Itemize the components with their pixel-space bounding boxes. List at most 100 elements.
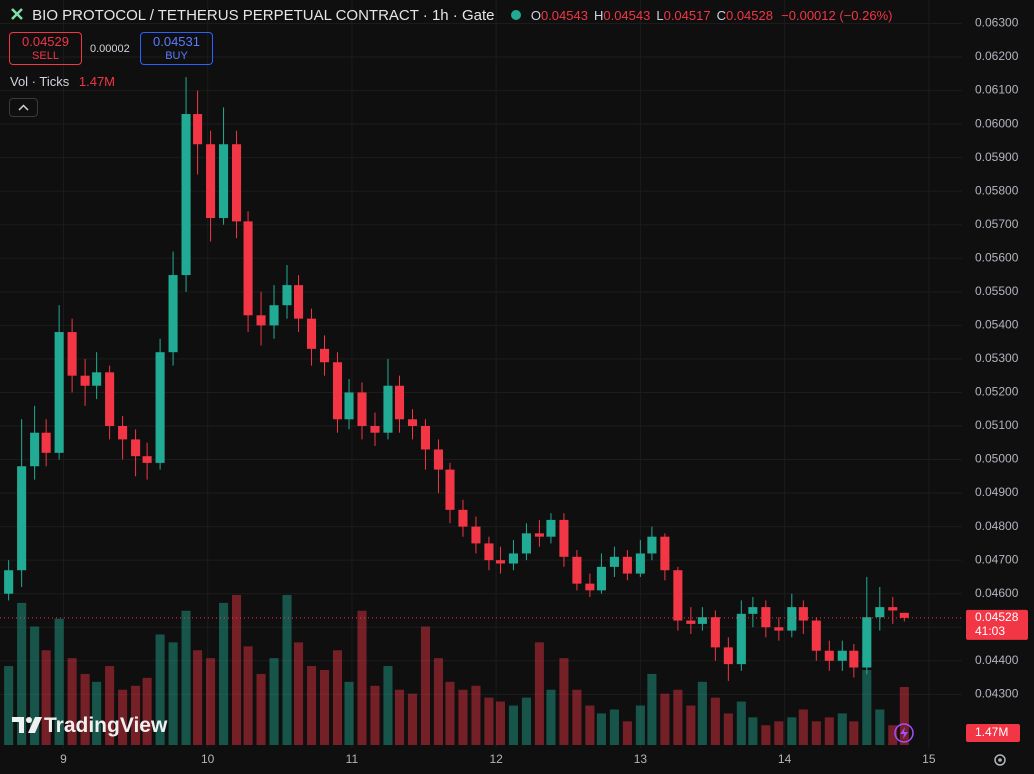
brand-logo: TradingView (12, 714, 167, 738)
candle-body (710, 617, 720, 648)
volume-bar (394, 689, 405, 745)
sell-label: SELL (32, 50, 59, 62)
candle-body (761, 607, 771, 628)
candle-body (41, 432, 51, 453)
candle-body (294, 285, 304, 319)
candle-body (811, 620, 821, 651)
volume-name: Vol · Ticks (10, 74, 70, 89)
y-tick-label: 0.05600 (975, 250, 1019, 264)
y-tick-label: 0.05000 (975, 452, 1019, 466)
volume-bar (849, 721, 859, 745)
volume-bar (105, 666, 115, 745)
candle-body (484, 543, 494, 561)
volume-legend: Vol · Ticks 1.47M (10, 74, 115, 89)
candle-body (92, 372, 102, 386)
candle-body (332, 362, 343, 420)
x-tick-label: 10 (201, 752, 215, 766)
candle-body (319, 348, 330, 363)
volume-bar (862, 670, 872, 745)
volume-bar (824, 717, 834, 745)
y-tick-label: 0.06000 (975, 116, 1019, 130)
candle-body (798, 607, 808, 621)
candle-body (344, 392, 354, 420)
volume-bar (686, 705, 696, 745)
candle-body (67, 332, 77, 376)
volume-bar (596, 713, 606, 745)
candle-body (357, 392, 367, 426)
candle-body (54, 332, 64, 453)
candle-body (572, 556, 582, 584)
brand-name: TradingView (44, 714, 168, 737)
volume-bar (206, 658, 216, 745)
candle-body (219, 144, 229, 219)
x-tick-label: 9 (60, 752, 67, 766)
alert-icon (894, 723, 914, 743)
y-tick-label: 0.05400 (975, 318, 1019, 332)
candle-body (787, 607, 797, 631)
brand-icon-dot (26, 717, 32, 723)
volume-bar (344, 681, 354, 745)
volume-bar (875, 709, 885, 745)
volume-bar (458, 689, 468, 745)
volume-bar (294, 642, 304, 745)
candle-body (647, 536, 657, 554)
volume-bar (761, 725, 771, 745)
candle-body (420, 425, 431, 450)
candle-body (206, 144, 216, 219)
volume-bar (622, 721, 632, 745)
volume-bar (319, 670, 330, 745)
ohlc-key: H (593, 8, 604, 23)
y-tick-label: 0.05500 (975, 284, 1019, 298)
volume-bar (736, 701, 746, 745)
candle-body (168, 275, 178, 353)
volume-bar (155, 634, 165, 745)
volume-bar (67, 658, 77, 745)
volume-bar (332, 650, 343, 745)
candle-body (118, 425, 128, 440)
volume-bar (407, 693, 418, 745)
sell-button[interactable]: 0.04529 SELL (9, 32, 82, 65)
volume-bar (118, 689, 128, 745)
candle-body (635, 553, 645, 574)
candle-body (256, 315, 266, 326)
collapse-button[interactable] (9, 98, 38, 117)
candle-body (748, 607, 758, 614)
candle-body (559, 519, 569, 557)
volume-bar (433, 658, 443, 745)
candle-body (888, 607, 898, 611)
candle-body (231, 144, 242, 222)
candle-body (193, 114, 203, 145)
volume-bar (585, 705, 595, 745)
symbol-icon-glyph (11, 8, 23, 20)
volume-bar (17, 602, 27, 745)
candle-body (774, 627, 784, 631)
volume-bar (710, 697, 720, 745)
volume-bar (54, 618, 64, 745)
spread: 0.00002 (90, 43, 130, 55)
volume-bar (168, 642, 178, 745)
candle-body (4, 570, 14, 594)
y-tick-label: 0.05100 (975, 418, 1019, 432)
volume-bar (41, 650, 51, 745)
candle-body (686, 620, 696, 624)
collapse-icon (18, 104, 29, 111)
volume-bar (837, 713, 847, 745)
candle-body (875, 607, 885, 618)
volume-bar (370, 685, 380, 745)
candle-body (495, 560, 506, 564)
volume-bar (811, 721, 821, 745)
candle-body (546, 519, 556, 537)
volume-bar (181, 610, 191, 745)
buy-button[interactable]: 0.04531 BUY (140, 32, 213, 65)
change: −0.00012 (−0.26%) (781, 8, 893, 23)
volume-bar (142, 677, 152, 745)
volume-bar (673, 689, 683, 745)
volume-bar (243, 646, 253, 745)
candle-body (433, 449, 443, 470)
candle-body (370, 425, 380, 433)
volume-bar (219, 602, 229, 745)
y-tick-label: 0.05800 (975, 183, 1019, 197)
y-tick-label: 0.05200 (975, 385, 1019, 399)
ohlc-key: O (530, 8, 541, 23)
